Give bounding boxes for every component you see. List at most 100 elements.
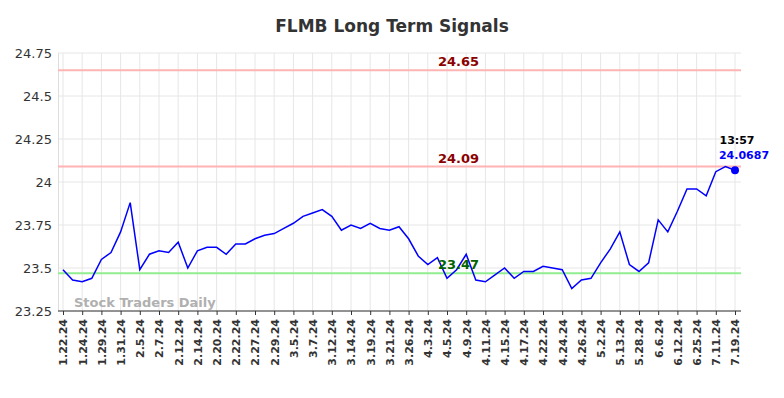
tick: 23.25 <box>15 304 58 319</box>
tick-mark <box>197 311 198 315</box>
tick-label: 3.21.24 <box>384 319 397 366</box>
tick: 6.25.24 <box>691 311 704 366</box>
tick-mark <box>697 311 698 315</box>
tick-mark <box>485 311 486 315</box>
tick-mark <box>217 311 218 315</box>
tick: 6.12.24 <box>672 311 685 366</box>
tick: 1.29.24 <box>96 311 109 366</box>
tick-label: 4.26.24 <box>576 319 589 366</box>
tick: 3.26.24 <box>403 311 416 366</box>
tick-mark <box>428 311 429 315</box>
tick: 3.19.24 <box>365 311 378 366</box>
reference-line <box>58 69 741 71</box>
tick: 4.17.24 <box>518 311 531 366</box>
tick-label: 2.7.24 <box>153 319 166 358</box>
tick-mark <box>121 311 122 315</box>
tick-label: 3.5.24 <box>288 319 301 358</box>
tick-label: 4.17.24 <box>518 319 531 366</box>
tick: 2.12.24 <box>173 311 186 366</box>
tick: 3.12.24 <box>326 311 339 366</box>
grid <box>58 53 741 311</box>
tick-label: 1.24.24 <box>77 319 90 366</box>
tick: 24.75 <box>15 46 58 61</box>
tick: 6.6.24 <box>653 311 666 358</box>
tick-mark <box>524 311 525 315</box>
tick: 2.5.24 <box>134 311 147 358</box>
tick: 1.22.24 <box>57 311 70 366</box>
tick: 4.15.24 <box>499 311 512 366</box>
tick-mark <box>255 311 256 315</box>
tick-mark <box>370 311 371 315</box>
tick-mark <box>716 311 717 315</box>
chart: FLMB Long Term Signals23.2523.523.752424… <box>0 0 784 398</box>
tick: 23.75 <box>15 218 58 233</box>
tick: 1.31.24 <box>115 311 128 366</box>
tick: 4.3.24 <box>422 311 435 358</box>
tick-mark <box>562 311 563 315</box>
tick-label: 2.14.24 <box>192 319 205 366</box>
tick-mark <box>332 311 333 315</box>
tick-label: 6.12.24 <box>672 319 685 366</box>
tick-mark <box>351 311 352 315</box>
title: FLMB Long Term Signals <box>275 16 509 36</box>
tick-mark <box>466 311 467 315</box>
tick: 5.13.24 <box>614 311 627 366</box>
tick: 4.11.24 <box>480 311 493 366</box>
tick-mark <box>313 311 314 315</box>
tick: 24.25 <box>15 132 58 147</box>
tick: 4.24.24 <box>557 311 570 366</box>
tick: 3.7.24 <box>307 311 320 358</box>
tick: 2.29.24 <box>269 311 282 366</box>
time-label: 13:57 <box>719 134 754 147</box>
tick-mark <box>639 311 640 315</box>
tick-mark <box>505 311 506 315</box>
tick-label: 3.12.24 <box>326 319 339 366</box>
tick-label: 6.25.24 <box>691 319 704 366</box>
tick-mark <box>620 311 621 315</box>
tick-mark <box>677 311 678 315</box>
tick-label: 2.22.24 <box>230 319 243 366</box>
tick-label: 23.75 <box>15 218 52 233</box>
tick-label: 4.15.24 <box>499 319 512 366</box>
tick-mark <box>274 311 275 315</box>
tick-mark <box>447 311 448 315</box>
grid-line <box>58 311 741 312</box>
tick: 4.22.24 <box>537 311 550 366</box>
tick-mark <box>543 311 544 315</box>
y-axis: 23.2523.523.752424.2524.524.75 <box>15 46 59 319</box>
tick-label: 1.22.24 <box>57 319 70 366</box>
tick-mark <box>101 311 102 315</box>
x-axis: 1.22.24 1.24.24 1.29.24 1.31.24 2.5.24 2.7.24… <box>57 311 742 366</box>
tick-mark <box>409 311 410 315</box>
tick-label: 2.20.24 <box>211 319 224 366</box>
tick: 24.5 <box>23 89 58 104</box>
tick-mark <box>581 311 582 315</box>
tick-label: 2.5.24 <box>134 319 147 358</box>
tick-mark <box>178 311 179 315</box>
watermark: Stock Traders Daily <box>74 295 216 310</box>
tick-label: 7.19.24 <box>729 319 742 366</box>
tick-label: 4.5.24 <box>441 319 454 358</box>
tick-label: 7.11.24 <box>710 319 723 366</box>
price-line <box>63 167 735 289</box>
reference-label: 24.65 <box>438 54 479 69</box>
tick: 2.14.24 <box>192 311 205 366</box>
axis-line <box>58 311 741 312</box>
tick: 7.19.24 <box>729 311 742 366</box>
tick: 2.20.24 <box>211 311 224 366</box>
tick-mark <box>658 311 659 315</box>
tick-mark <box>236 311 237 315</box>
tick-label: 3.19.24 <box>365 319 378 366</box>
plot-area <box>58 70 741 288</box>
tick: 2.27.24 <box>249 311 262 366</box>
tick-mark <box>389 311 390 315</box>
tick-label: 2.27.24 <box>249 319 262 366</box>
tick: 7.11.24 <box>710 311 723 366</box>
tick-mark <box>293 311 294 315</box>
tick-label: 4.24.24 <box>557 319 570 366</box>
reference-label: 24.09 <box>438 151 479 166</box>
tick: 23.5 <box>23 261 58 276</box>
tick-label: 3.26.24 <box>403 319 416 366</box>
tick: 4.9.24 <box>461 311 474 358</box>
tick: 3.21.24 <box>384 311 397 366</box>
